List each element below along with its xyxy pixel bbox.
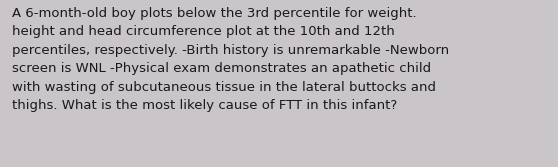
Text: A 6-month-old boy plots below the 3rd percentile for weight.
height and head cir: A 6-month-old boy plots below the 3rd pe…	[12, 7, 449, 112]
